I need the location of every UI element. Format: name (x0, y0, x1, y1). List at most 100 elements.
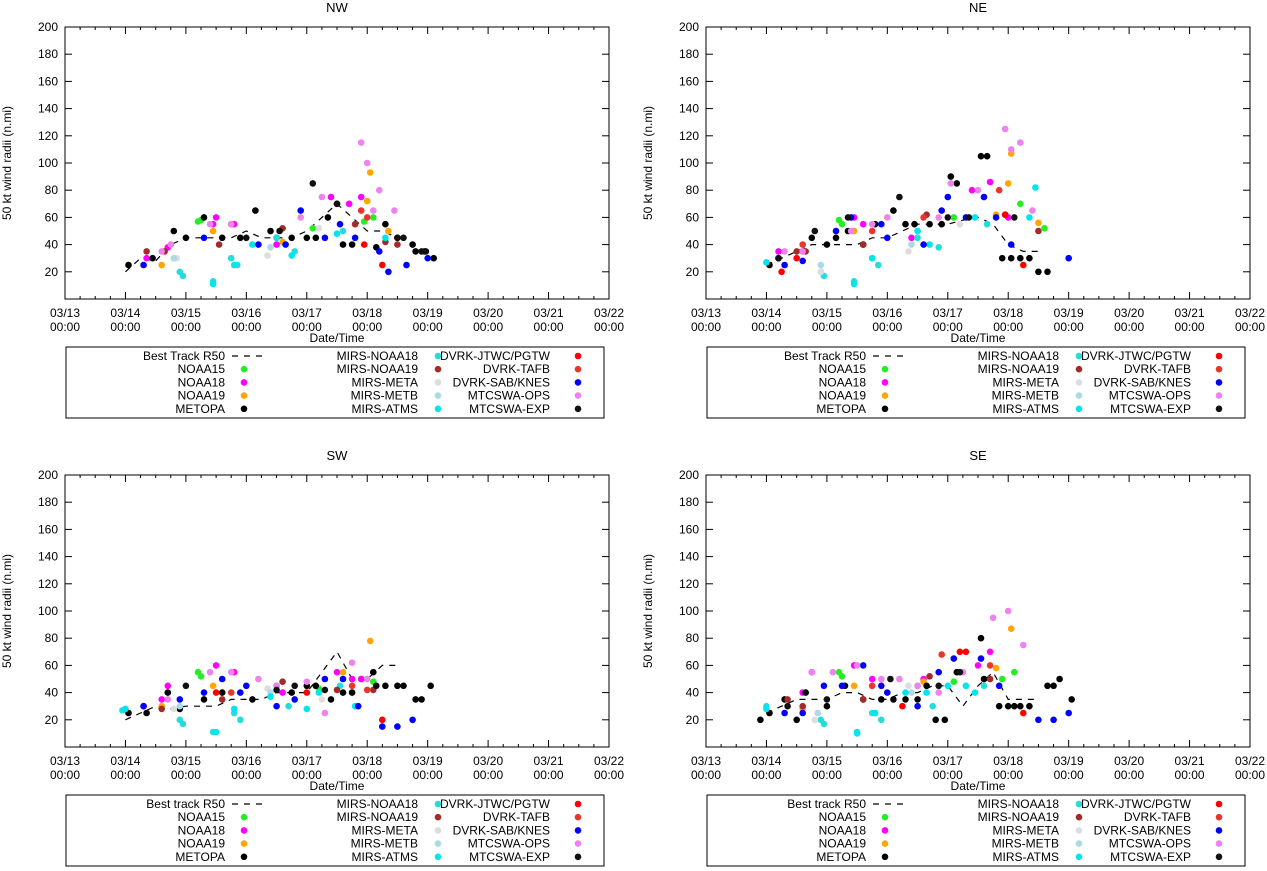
y-axis-label: 50 kt wind radii (n.mi) (641, 106, 655, 220)
data-point (230, 261, 238, 269)
data-point (775, 254, 782, 262)
x-tick-date: 03/19 (1054, 754, 1084, 768)
series-mirs-metb (814, 689, 915, 717)
data-point (850, 280, 858, 288)
data-point (357, 193, 365, 201)
data-point (775, 248, 782, 255)
data-point (956, 668, 964, 676)
y-tick-label: 20 (45, 713, 59, 727)
y-axis-label: 50 kt wind radii (n.mi) (0, 554, 14, 668)
x-tick-time: 00:00 (872, 320, 902, 334)
legend-label: NOAA19 (819, 389, 867, 403)
x-tick-time: 00:00 (1175, 768, 1205, 782)
data-point (962, 648, 970, 656)
data-point (237, 234, 244, 242)
data-point (333, 686, 341, 694)
data-point (1001, 125, 1009, 133)
chart-title: SW (327, 448, 349, 463)
series-dvrk-jtwc-pgtw (899, 648, 1027, 717)
legend-label: MIRS-NOAA19 (337, 810, 419, 824)
data-point (1017, 139, 1024, 146)
x-tick-date: 03/18 (352, 754, 382, 768)
series-mtcswa-ops (164, 659, 371, 717)
data-point (920, 214, 927, 221)
data-point (230, 705, 238, 713)
series-noaa18 (158, 662, 365, 703)
legend-label: NOAA19 (178, 837, 226, 851)
legend-marker (881, 392, 889, 399)
data-point (1032, 184, 1039, 191)
data-point (427, 682, 435, 690)
legend-label: MIRS-ATMS (352, 402, 418, 416)
data-point (1056, 675, 1063, 683)
data-point (1004, 702, 1012, 710)
legend-marker (240, 365, 248, 373)
legend-label: NOAA19 (819, 837, 867, 851)
data-point (838, 673, 846, 680)
data-point (908, 234, 915, 242)
data-point (941, 716, 949, 724)
legend-label: NOAA18 (178, 823, 226, 837)
series-mirs-meta (817, 220, 964, 276)
plot-frame (705, 26, 1251, 300)
x-tick-time: 00:00 (50, 320, 80, 334)
data-point (424, 254, 432, 262)
legend-marker (240, 379, 248, 386)
data-point (926, 241, 933, 248)
data-point (878, 220, 885, 228)
data-point (1026, 702, 1033, 710)
x-tick-date: 03/19 (1054, 306, 1084, 320)
data-point (385, 268, 392, 276)
data-point (170, 254, 178, 262)
y-tick-label: 40 (686, 238, 700, 252)
data-point (980, 682, 988, 690)
data-point (279, 689, 286, 696)
data-point (218, 696, 226, 703)
legend-label: Best track R50 (787, 797, 866, 811)
series-mtcswa-exp (243, 180, 430, 255)
data-point (911, 220, 918, 228)
data-point (237, 716, 244, 724)
data-point (333, 230, 341, 237)
legend-label: METOPA (816, 850, 866, 864)
x-tick-date: 03/17 (292, 306, 322, 320)
data-point (351, 234, 359, 242)
legend-marker (1075, 800, 1083, 808)
legend-marker (1215, 800, 1223, 808)
data-point (412, 248, 419, 255)
data-point (938, 207, 945, 214)
legend-marker (1075, 392, 1083, 399)
legend-label: DVRK-SAB/KNES (1094, 375, 1191, 389)
data-point (811, 716, 819, 724)
data-point (291, 682, 299, 690)
data-point (252, 207, 259, 214)
y-tick-label: 120 (38, 129, 58, 143)
data-point (905, 248, 912, 255)
data-point (309, 225, 317, 232)
legend-marker (1075, 840, 1083, 847)
legend-marker (240, 813, 248, 821)
series-mirs-atms (763, 682, 979, 737)
legend-label: MTCSWA-EXP (1110, 402, 1191, 416)
data-point (914, 682, 921, 690)
data-point (158, 261, 165, 269)
x-tick-date: 03/13 (50, 754, 80, 768)
legend-label: DVRK-JTWC/PGTW (1081, 797, 1192, 811)
data-point (914, 227, 921, 235)
data-point (817, 261, 825, 269)
data-point (363, 214, 371, 221)
series-dvrk-sab-knes (140, 207, 432, 276)
data-point (944, 214, 952, 221)
legend-marker (1215, 813, 1223, 821)
data-point (908, 241, 915, 248)
data-point (321, 675, 329, 683)
data-point (243, 682, 250, 690)
legend-marker (574, 853, 582, 861)
y-tick-label: 60 (45, 658, 59, 672)
data-point (197, 673, 205, 680)
legend-marker (574, 379, 582, 386)
data-point (781, 709, 788, 717)
series-mirs-atms (209, 230, 389, 288)
data-point (394, 682, 401, 690)
